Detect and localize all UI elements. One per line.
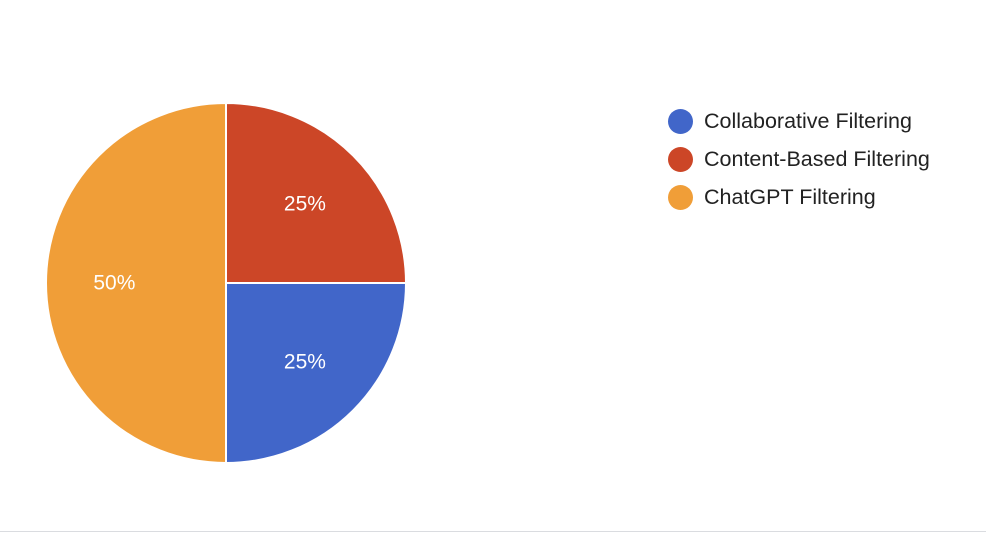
legend-item-chatgpt-filtering[interactable]: ChatGPT Filtering [668,178,930,216]
pie-slice-content-based-filtering[interactable] [225,101,408,284]
pie-slice-label: 50% [93,272,135,295]
pie-slice-labels: 25% 25% 50% [93,193,326,374]
legend-swatch [668,108,693,134]
pie-slice-chatgpt-filtering[interactable] [45,101,227,465]
legend-swatch [668,184,693,210]
legend-item-content-based-filtering[interactable]: Content-Based Filtering [668,140,930,178]
bottom-divider [0,531,986,532]
legend-label: Collaborative Filtering [704,108,912,133]
legend: Collaborative Filtering Content-Based Fi… [668,102,930,216]
legend-label: ChatGPT Filtering [704,184,876,209]
legend-item-collaborative-filtering[interactable]: Collaborative Filtering [668,102,930,140]
pie-slices [45,101,408,465]
pie-slice-label: 25% [284,193,326,216]
pie-slice-collaborative-filtering[interactable] [225,282,408,465]
legend-label: Content-Based Filtering [704,146,930,171]
pie-slice-label: 25% [284,350,326,373]
legend-swatch [668,146,693,172]
